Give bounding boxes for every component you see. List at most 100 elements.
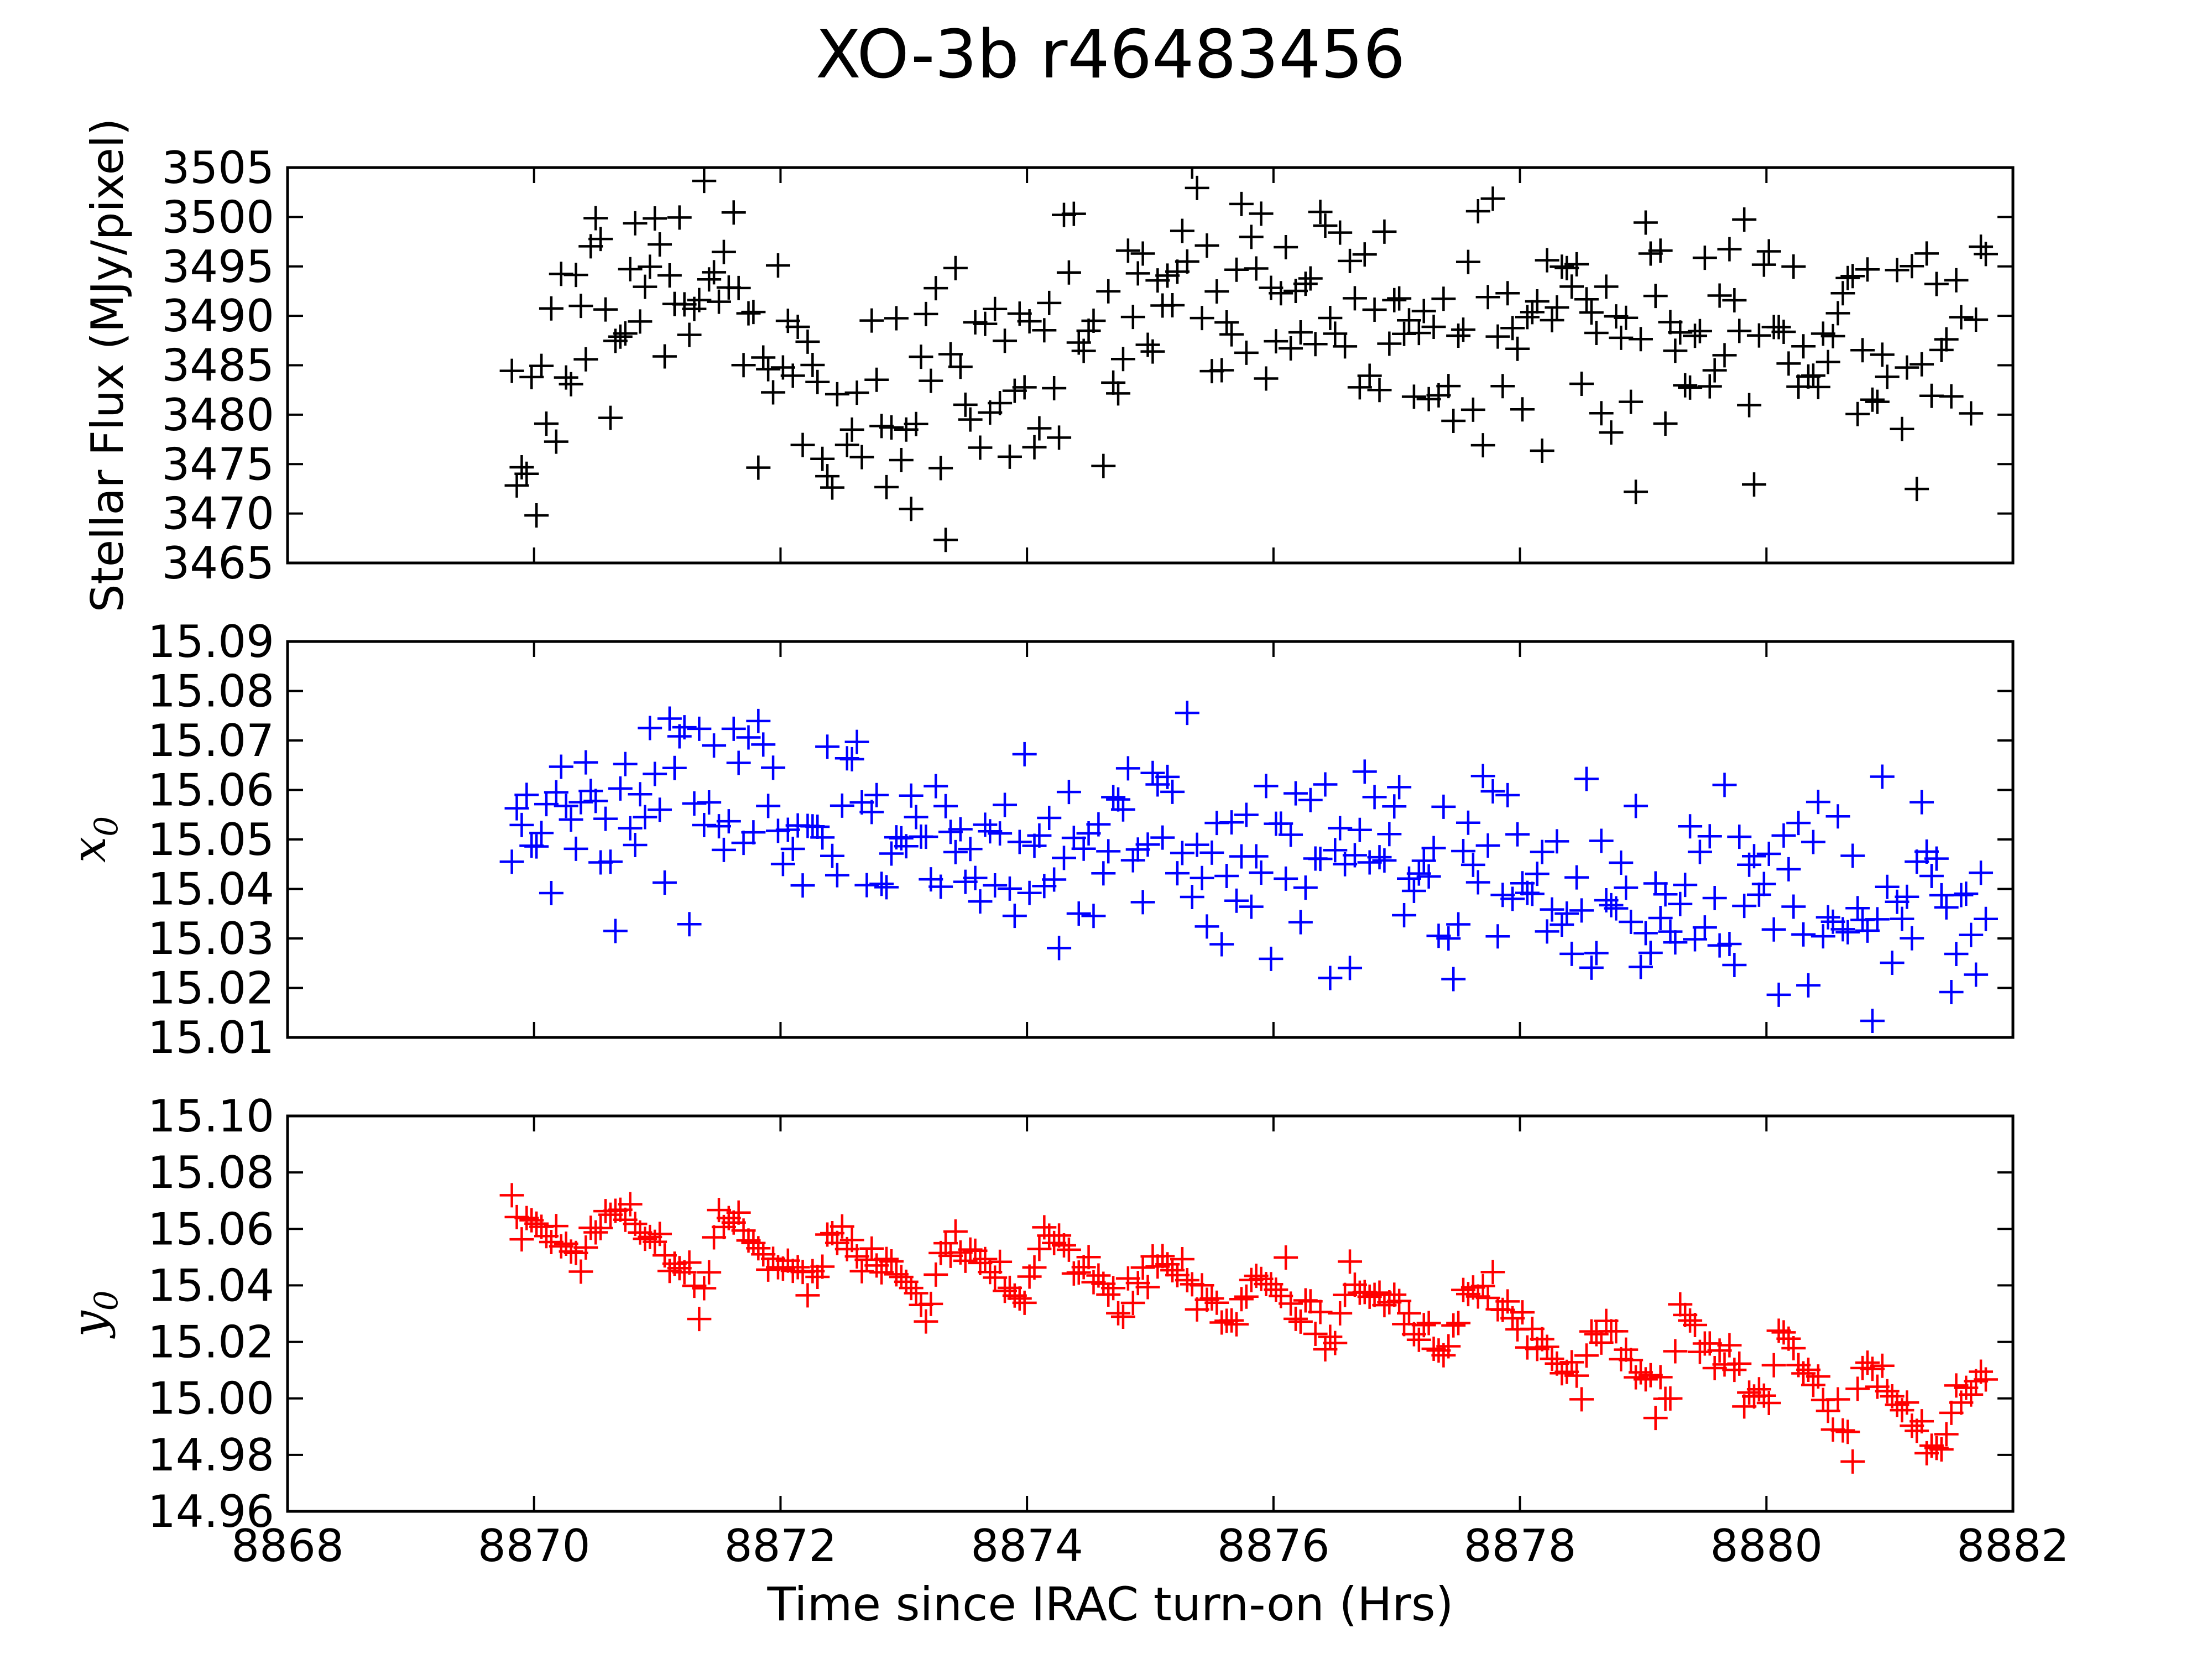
data-point xyxy=(687,1307,712,1332)
data-point xyxy=(1633,1367,1658,1392)
data-point xyxy=(1756,239,1781,264)
data-point xyxy=(1234,340,1259,365)
data-point xyxy=(1313,772,1338,797)
data-point xyxy=(1934,327,1959,352)
data-point xyxy=(697,790,722,815)
data-point xyxy=(608,776,633,801)
data-point xyxy=(1047,936,1072,961)
data-point xyxy=(1115,1266,1140,1291)
data-point xyxy=(968,889,993,914)
data-point xyxy=(1500,886,1525,911)
data-point xyxy=(1895,1390,1919,1415)
data-point xyxy=(1638,1363,1663,1387)
data-point xyxy=(1530,839,1554,864)
data-point xyxy=(1717,1333,1742,1358)
data-point xyxy=(1022,1255,1047,1280)
data-point xyxy=(1032,318,1057,343)
y-tick-label: 15.09 xyxy=(148,616,274,667)
data-point xyxy=(978,819,1003,844)
data-point xyxy=(1609,325,1634,350)
data-point xyxy=(1939,384,1964,409)
data-point xyxy=(844,1244,869,1269)
data-point xyxy=(1771,823,1796,848)
data-point xyxy=(648,797,672,822)
data-point xyxy=(1865,389,1890,414)
data-point xyxy=(1840,1449,1865,1474)
data-point xyxy=(672,292,697,317)
y-axis-label: Stellar Flux (MJy/pixel) xyxy=(82,118,133,613)
data-point xyxy=(1791,1361,1816,1386)
data-point xyxy=(1475,833,1500,858)
data-point xyxy=(1973,1367,1998,1392)
data-point xyxy=(973,311,998,336)
data-point xyxy=(1905,1418,1929,1443)
data-point xyxy=(1964,1369,1989,1394)
data-point xyxy=(894,834,919,859)
data-point xyxy=(657,263,682,288)
data-point xyxy=(864,782,889,807)
data-point xyxy=(1870,342,1895,367)
data-point xyxy=(1766,315,1791,340)
data-point xyxy=(1554,255,1579,280)
data-point xyxy=(1071,1255,1096,1280)
data-point xyxy=(1594,1308,1619,1333)
data-point xyxy=(1165,861,1190,886)
data-point xyxy=(623,832,648,857)
y-tick-label: 15.05 xyxy=(148,814,274,865)
data-point xyxy=(1550,912,1574,937)
data-point xyxy=(588,1215,613,1240)
data-point xyxy=(1717,237,1742,262)
y-tick-label: 3465 xyxy=(161,538,274,589)
data-point xyxy=(1293,272,1318,296)
y-tick-label: 14.98 xyxy=(148,1430,274,1481)
data-point xyxy=(914,825,938,849)
data-point xyxy=(864,367,889,392)
data-point xyxy=(1949,883,1974,907)
data-point xyxy=(1397,308,1421,333)
data-point xyxy=(800,353,825,378)
data-point xyxy=(544,1214,568,1239)
data-point xyxy=(978,400,1003,425)
data-point xyxy=(1436,374,1461,399)
data-point xyxy=(1697,824,1722,849)
data-point xyxy=(1328,220,1353,245)
data-point xyxy=(746,708,771,733)
data-point xyxy=(1658,1386,1683,1411)
data-point xyxy=(1919,1433,1944,1458)
data-point xyxy=(1209,358,1234,383)
data-point xyxy=(1017,309,1042,334)
data-point xyxy=(1653,882,1678,907)
data-point xyxy=(928,456,953,481)
data-point xyxy=(1579,300,1604,325)
data-point xyxy=(1091,1271,1116,1296)
data-point xyxy=(1840,264,1865,289)
data-point xyxy=(1924,272,1949,296)
data-point xyxy=(1303,332,1328,357)
data-point xyxy=(1165,259,1190,284)
data-point xyxy=(1249,201,1274,226)
data-point xyxy=(534,1224,559,1249)
data-point xyxy=(1455,810,1480,835)
data-point xyxy=(1683,324,1708,348)
x-tick-label: 8882 xyxy=(1957,1520,2069,1572)
data-point xyxy=(924,276,948,301)
data-point xyxy=(1110,797,1135,822)
data-point xyxy=(1357,850,1382,875)
data-point xyxy=(1535,919,1559,944)
data-point xyxy=(1185,832,1209,857)
data-point xyxy=(741,1230,766,1255)
data-point xyxy=(795,1283,820,1308)
data-point xyxy=(1791,334,1816,359)
data-point xyxy=(1446,912,1471,937)
data-point xyxy=(1451,317,1476,342)
data-point xyxy=(1091,453,1116,478)
y-axis-label-main: y xyxy=(62,1310,116,1339)
data-point xyxy=(1160,779,1185,804)
data-point xyxy=(1673,373,1698,398)
data-point xyxy=(583,789,608,813)
y-axis-label: y0 xyxy=(62,1290,125,1339)
data-point xyxy=(1323,1331,1348,1355)
y-axis-label-subscript: 0 xyxy=(87,816,125,837)
data-point xyxy=(1465,870,1490,895)
